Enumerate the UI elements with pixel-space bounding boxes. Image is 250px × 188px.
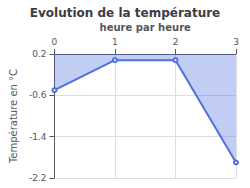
svg-text:heure par heure: heure par heure	[100, 22, 191, 33]
svg-text:Température en °C: Température en °C	[8, 69, 19, 164]
svg-text:0.2: 0.2	[32, 49, 46, 59]
svg-text:-0.6: -0.6	[29, 90, 47, 100]
svg-text:3: 3	[233, 37, 239, 47]
svg-text:-1.4: -1.4	[29, 132, 47, 142]
svg-text:-2.2: -2.2	[29, 173, 47, 183]
svg-text:0: 0	[52, 37, 58, 47]
svg-text:1: 1	[112, 37, 118, 47]
svg-text:2: 2	[173, 37, 179, 47]
svg-text:Evolution de la température: Evolution de la température	[30, 6, 221, 20]
